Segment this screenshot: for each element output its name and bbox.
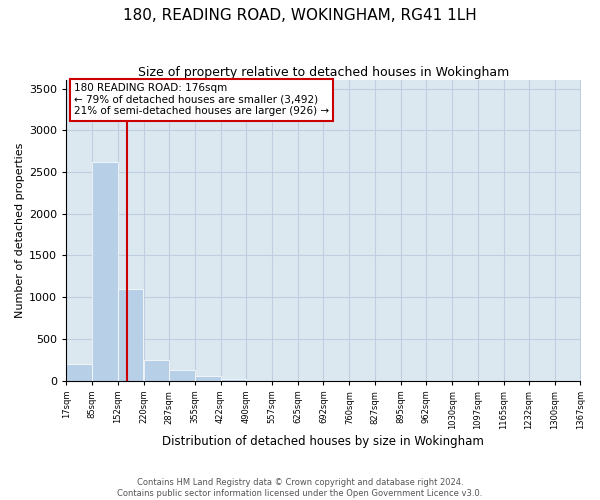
Title: Size of property relative to detached houses in Wokingham: Size of property relative to detached ho… xyxy=(138,66,509,79)
Y-axis label: Number of detached properties: Number of detached properties xyxy=(15,142,25,318)
Bar xyxy=(221,379,246,380)
X-axis label: Distribution of detached houses by size in Wokingham: Distribution of detached houses by size … xyxy=(163,434,484,448)
Bar xyxy=(143,360,169,380)
Text: 180 READING ROAD: 176sqm
← 79% of detached houses are smaller (3,492)
21% of sem: 180 READING ROAD: 176sqm ← 79% of detach… xyxy=(74,83,329,116)
Text: Contains HM Land Registry data © Crown copyright and database right 2024.
Contai: Contains HM Land Registry data © Crown c… xyxy=(118,478,482,498)
Bar xyxy=(67,364,92,380)
Text: 180, READING ROAD, WOKINGHAM, RG41 1LH: 180, READING ROAD, WOKINGHAM, RG41 1LH xyxy=(123,8,477,22)
Bar xyxy=(195,376,221,380)
Bar xyxy=(169,370,194,380)
Bar xyxy=(92,162,118,380)
Bar xyxy=(118,289,143,380)
